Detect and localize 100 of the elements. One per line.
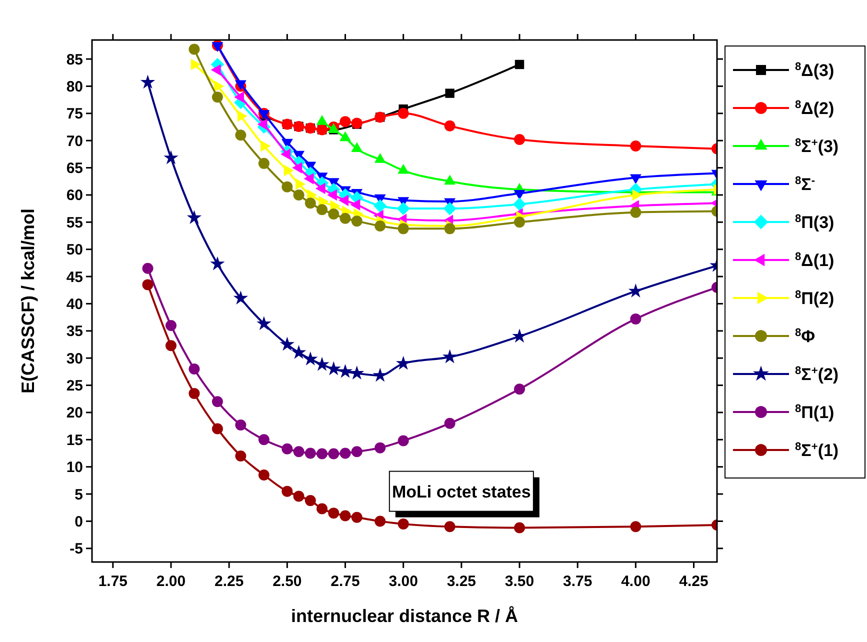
point [396, 202, 410, 216]
point [396, 356, 411, 370]
y-tick-label: 10 [66, 459, 83, 476]
y-tick-label: 20 [66, 404, 83, 422]
point [258, 158, 270, 169]
y-tick-label: 75 [66, 106, 83, 123]
legend-label: $^{8}$Σ$^{+}$(1) [795, 440, 839, 460]
point [374, 199, 387, 212]
x-tick-label: 2.75 [330, 573, 360, 590]
point [628, 284, 644, 298]
point [630, 206, 642, 218]
point [351, 142, 363, 152]
point [164, 150, 178, 164]
point [304, 448, 316, 459]
point [316, 204, 328, 216]
y-axis-title: E(CASSCF) / kcal/mol [18, 208, 38, 394]
y-tick-label: 55 [66, 214, 83, 232]
point [443, 202, 456, 216]
point [291, 344, 306, 359]
x-tick-label: 4.00 [621, 573, 650, 590]
point [444, 223, 456, 234]
point [444, 120, 456, 132]
point [630, 313, 642, 324]
legend-label: $^{8}$Π(2) [795, 288, 834, 308]
point [340, 116, 351, 128]
point [165, 320, 176, 331]
point [351, 512, 362, 523]
point [328, 208, 340, 220]
y-tick-label: -5 [70, 540, 83, 558]
y-tick-label: 5 [74, 486, 83, 504]
point [304, 495, 316, 506]
point [340, 510, 351, 522]
point [282, 443, 293, 454]
point [398, 435, 409, 446]
x-tick-label: 3.25 [446, 573, 476, 590]
legend-label: $^{8}$Π(1) [795, 402, 834, 422]
point [630, 140, 642, 152]
point [340, 212, 351, 224]
point [210, 256, 225, 270]
point [512, 328, 527, 343]
legend-label: $^{8}$Φ [795, 326, 816, 346]
point [186, 210, 202, 224]
point [338, 364, 353, 378]
point [374, 442, 386, 454]
point [374, 516, 386, 527]
point [442, 349, 458, 364]
point [372, 368, 388, 382]
y-tick-label: 80 [66, 78, 83, 96]
y-tick-label: 0 [74, 513, 83, 530]
point [142, 279, 154, 290]
y-tick-label: 45 [66, 268, 83, 286]
point [374, 220, 386, 232]
y-tick-label: 35 [66, 323, 83, 340]
legend-label: $^{8}$Σ$^{+}$(2) [795, 364, 839, 384]
point [304, 198, 316, 209]
point [142, 262, 154, 274]
legend-label: $^{8}$Σ$^{-}$ [795, 174, 816, 194]
point [212, 396, 223, 408]
point [445, 88, 454, 98]
point [280, 336, 294, 351]
y-tick-label: 30 [66, 350, 83, 368]
point [398, 518, 409, 530]
y-tick-label: 70 [66, 132, 83, 150]
point [316, 448, 328, 460]
point [188, 44, 200, 55]
x-tick-label: 3.00 [388, 573, 418, 590]
x-axis-title: internuclear distance R / Å [290, 606, 518, 626]
y-tick-label: 65 [66, 160, 83, 178]
point [212, 92, 223, 103]
y-tick-label: 15 [66, 432, 83, 449]
x-tick-label: 1.75 [98, 573, 128, 590]
x-tick-label: 2.50 [272, 573, 302, 590]
point [233, 290, 248, 305]
point [256, 316, 272, 330]
point [351, 446, 362, 458]
legend-label: $^{8}$Δ(1) [795, 250, 834, 270]
legend-label: $^{8}$Δ(3) [795, 60, 834, 80]
legend-label: $^{8}$Σ$^{+}$(3) [795, 136, 839, 156]
point [235, 419, 246, 430]
point [282, 486, 293, 497]
point [444, 418, 456, 429]
point [314, 356, 330, 371]
x-tick-label: 3.75 [562, 573, 592, 590]
point [398, 223, 409, 234]
point [235, 450, 246, 462]
point [514, 216, 526, 228]
y-tick-label: 40 [66, 296, 83, 313]
x-tick-label: 2.00 [156, 573, 186, 590]
x-tick-label: 2.25 [214, 573, 244, 590]
y-tick-label: 25 [66, 378, 83, 395]
point [514, 134, 526, 145]
point [165, 340, 176, 352]
point [293, 189, 304, 200]
point [258, 434, 270, 446]
point [444, 521, 456, 532]
point [328, 448, 340, 460]
legend-label: $^{8}$Δ(2) [795, 98, 834, 118]
annotation: MoLi octet states [392, 482, 531, 502]
point [340, 448, 351, 459]
point [282, 181, 293, 192]
